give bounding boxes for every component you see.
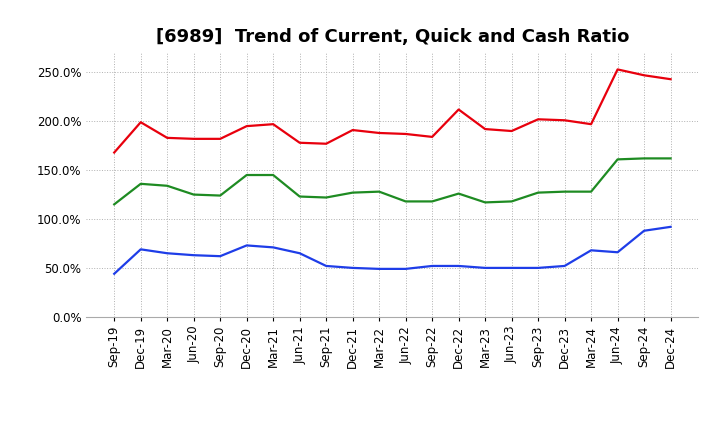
Cash Ratio — [189, 253, 198, 258]
Quick Ratio — [666, 156, 675, 161]
Quick Ratio — [136, 181, 145, 187]
Cash Ratio — [428, 263, 436, 268]
Cash Ratio — [613, 249, 622, 255]
Quick Ratio — [560, 189, 569, 194]
Current Ratio — [375, 130, 384, 136]
Current Ratio — [295, 140, 304, 145]
Current Ratio — [454, 107, 463, 112]
Quick Ratio — [163, 183, 171, 188]
Cash Ratio — [322, 263, 330, 268]
Quick Ratio — [428, 199, 436, 204]
Cash Ratio — [481, 265, 490, 271]
Quick Ratio — [189, 192, 198, 197]
Cash Ratio — [666, 224, 675, 230]
Cash Ratio — [110, 271, 119, 276]
Line: Current Ratio: Current Ratio — [114, 70, 670, 153]
Current Ratio — [110, 150, 119, 155]
Cash Ratio — [560, 263, 569, 268]
Quick Ratio — [243, 172, 251, 178]
Cash Ratio — [534, 265, 542, 271]
Current Ratio — [481, 126, 490, 132]
Quick Ratio — [508, 199, 516, 204]
Current Ratio — [348, 128, 357, 133]
Quick Ratio — [110, 202, 119, 207]
Current Ratio — [508, 128, 516, 134]
Cash Ratio — [348, 265, 357, 271]
Current Ratio — [428, 134, 436, 139]
Cash Ratio — [587, 248, 595, 253]
Quick Ratio — [401, 199, 410, 204]
Cash Ratio — [640, 228, 649, 233]
Line: Quick Ratio: Quick Ratio — [114, 158, 670, 204]
Current Ratio — [560, 117, 569, 123]
Cash Ratio — [216, 253, 225, 259]
Current Ratio — [189, 136, 198, 142]
Current Ratio — [269, 121, 277, 127]
Quick Ratio — [216, 193, 225, 198]
Cash Ratio — [295, 251, 304, 256]
Current Ratio — [163, 135, 171, 140]
Quick Ratio — [640, 156, 649, 161]
Quick Ratio — [322, 195, 330, 200]
Quick Ratio — [269, 172, 277, 178]
Current Ratio — [613, 67, 622, 72]
Quick Ratio — [454, 191, 463, 196]
Cash Ratio — [454, 263, 463, 268]
Cash Ratio — [136, 247, 145, 252]
Current Ratio — [216, 136, 225, 142]
Quick Ratio — [375, 189, 384, 194]
Current Ratio — [534, 117, 542, 122]
Current Ratio — [640, 73, 649, 78]
Current Ratio — [666, 77, 675, 82]
Quick Ratio — [481, 200, 490, 205]
Title: [6989]  Trend of Current, Quick and Cash Ratio: [6989] Trend of Current, Quick and Cash … — [156, 28, 629, 46]
Current Ratio — [401, 131, 410, 136]
Cash Ratio — [163, 251, 171, 256]
Quick Ratio — [348, 190, 357, 195]
Cash Ratio — [508, 265, 516, 271]
Quick Ratio — [295, 194, 304, 199]
Current Ratio — [587, 121, 595, 127]
Cash Ratio — [243, 243, 251, 248]
Cash Ratio — [401, 266, 410, 271]
Quick Ratio — [534, 190, 542, 195]
Current Ratio — [243, 124, 251, 129]
Cash Ratio — [269, 245, 277, 250]
Cash Ratio — [375, 266, 384, 271]
Quick Ratio — [587, 189, 595, 194]
Current Ratio — [322, 141, 330, 147]
Current Ratio — [136, 120, 145, 125]
Line: Cash Ratio: Cash Ratio — [114, 227, 670, 274]
Quick Ratio — [613, 157, 622, 162]
